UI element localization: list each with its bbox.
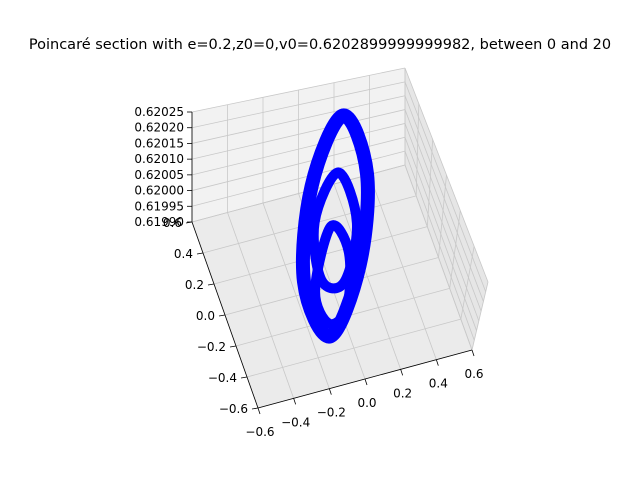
grid-line-y-right [438, 174, 447, 258]
grid-line-z-right [404, 123, 480, 321]
y-tick-label: −0.4 [208, 371, 237, 385]
y-tick-label: −0.2 [197, 340, 226, 354]
z-tick-label: 0.62005 [134, 168, 184, 182]
data-point [327, 333, 334, 340]
y-tick-mark [229, 345, 237, 348]
tick-labels: −0.6 −0.4 −0.2 0.0 0.2 0.4 0.6 −0.6 −0.4 −0.2 0.0 0… [134, 105, 483, 439]
z-tick-label: 0.62010 [134, 152, 184, 166]
data-point [364, 170, 370, 177]
x-tick-label: 0.6 [464, 367, 483, 381]
grid-line-y-right [471, 281, 489, 351]
grid-line-y-right [415, 103, 420, 196]
data-series [295, 108, 375, 344]
x-tick-mark [257, 407, 261, 415]
data-point [301, 278, 307, 285]
x-tick-label: −0.4 [281, 415, 310, 429]
grid-line-z [191, 123, 406, 176]
y-tick-label: 0.2 [185, 278, 204, 292]
pane-right [405, 68, 488, 350]
y-tick-label: 0.4 [174, 247, 193, 261]
grid-line-z [191, 67, 406, 113]
grid-line-z-right [404, 151, 475, 341]
grid-line-z-right [404, 95, 484, 302]
grid-line-z-right [404, 109, 482, 312]
poincare-curve [308, 167, 362, 294]
z-tick-label: 0.62015 [134, 136, 184, 150]
data-point [325, 320, 332, 327]
y-tick-mark [218, 314, 226, 317]
grid-line-z [191, 95, 406, 144]
x-tick-mark [293, 398, 297, 405]
z-tick-label: 0.62025 [134, 105, 184, 119]
x-tick-mark [471, 349, 475, 357]
x-tick-label: −0.2 [317, 406, 346, 420]
data-point [345, 249, 352, 255]
grid-line-z-right [404, 137, 477, 331]
x-tick-mark [400, 369, 404, 376]
grid-line-z-right [404, 164, 473, 351]
y-tick-mark [196, 252, 204, 255]
grid-line-z [191, 109, 406, 160]
data-point [312, 287, 319, 294]
grid-line-z-right [404, 81, 487, 292]
grid-line-y-right [426, 139, 434, 227]
grid-line-z-right [404, 67, 489, 283]
x-tick-mark [328, 388, 332, 395]
data-point [311, 219, 318, 226]
grid-line-z [191, 136, 406, 191]
data-point [327, 223, 334, 230]
x-tick-label: 0.2 [393, 386, 412, 400]
data-point [308, 183, 315, 190]
data-point [335, 169, 342, 176]
z-tick-label: 0.61995 [134, 199, 184, 213]
y-tick-mark [207, 283, 215, 286]
data-point [353, 220, 360, 226]
x-tick-label: 0.4 [429, 377, 448, 391]
data-point [339, 112, 346, 119]
data-point [344, 304, 350, 311]
z-tick-label: 0.62000 [134, 184, 184, 198]
y-tick-label: 0.0 [196, 309, 215, 323]
grid-line-z [191, 81, 406, 129]
axis-lines [185, 111, 475, 415]
y-tick-mark [251, 407, 259, 410]
x-tick-label: −0.6 [245, 425, 274, 439]
x-tick-label: 0.0 [357, 396, 376, 410]
z-tick-label: 0.62020 [134, 121, 184, 135]
x-tick-mark [435, 359, 439, 366]
y-tick-label: 0.6 [163, 216, 182, 230]
data-point [356, 262, 363, 269]
grid-line-y-right [449, 210, 461, 289]
chart-title: Poincaré section with e=0.2,z0=0,v0=0.62… [29, 37, 611, 53]
y-tick-mark [240, 376, 248, 379]
x-tick-mark [364, 378, 368, 386]
grid-line-y-right [460, 246, 475, 320]
y-tick-label: −0.6 [219, 402, 248, 416]
z-tick-label: 0.61990 [134, 215, 184, 229]
grid-line-y [246, 318, 461, 378]
